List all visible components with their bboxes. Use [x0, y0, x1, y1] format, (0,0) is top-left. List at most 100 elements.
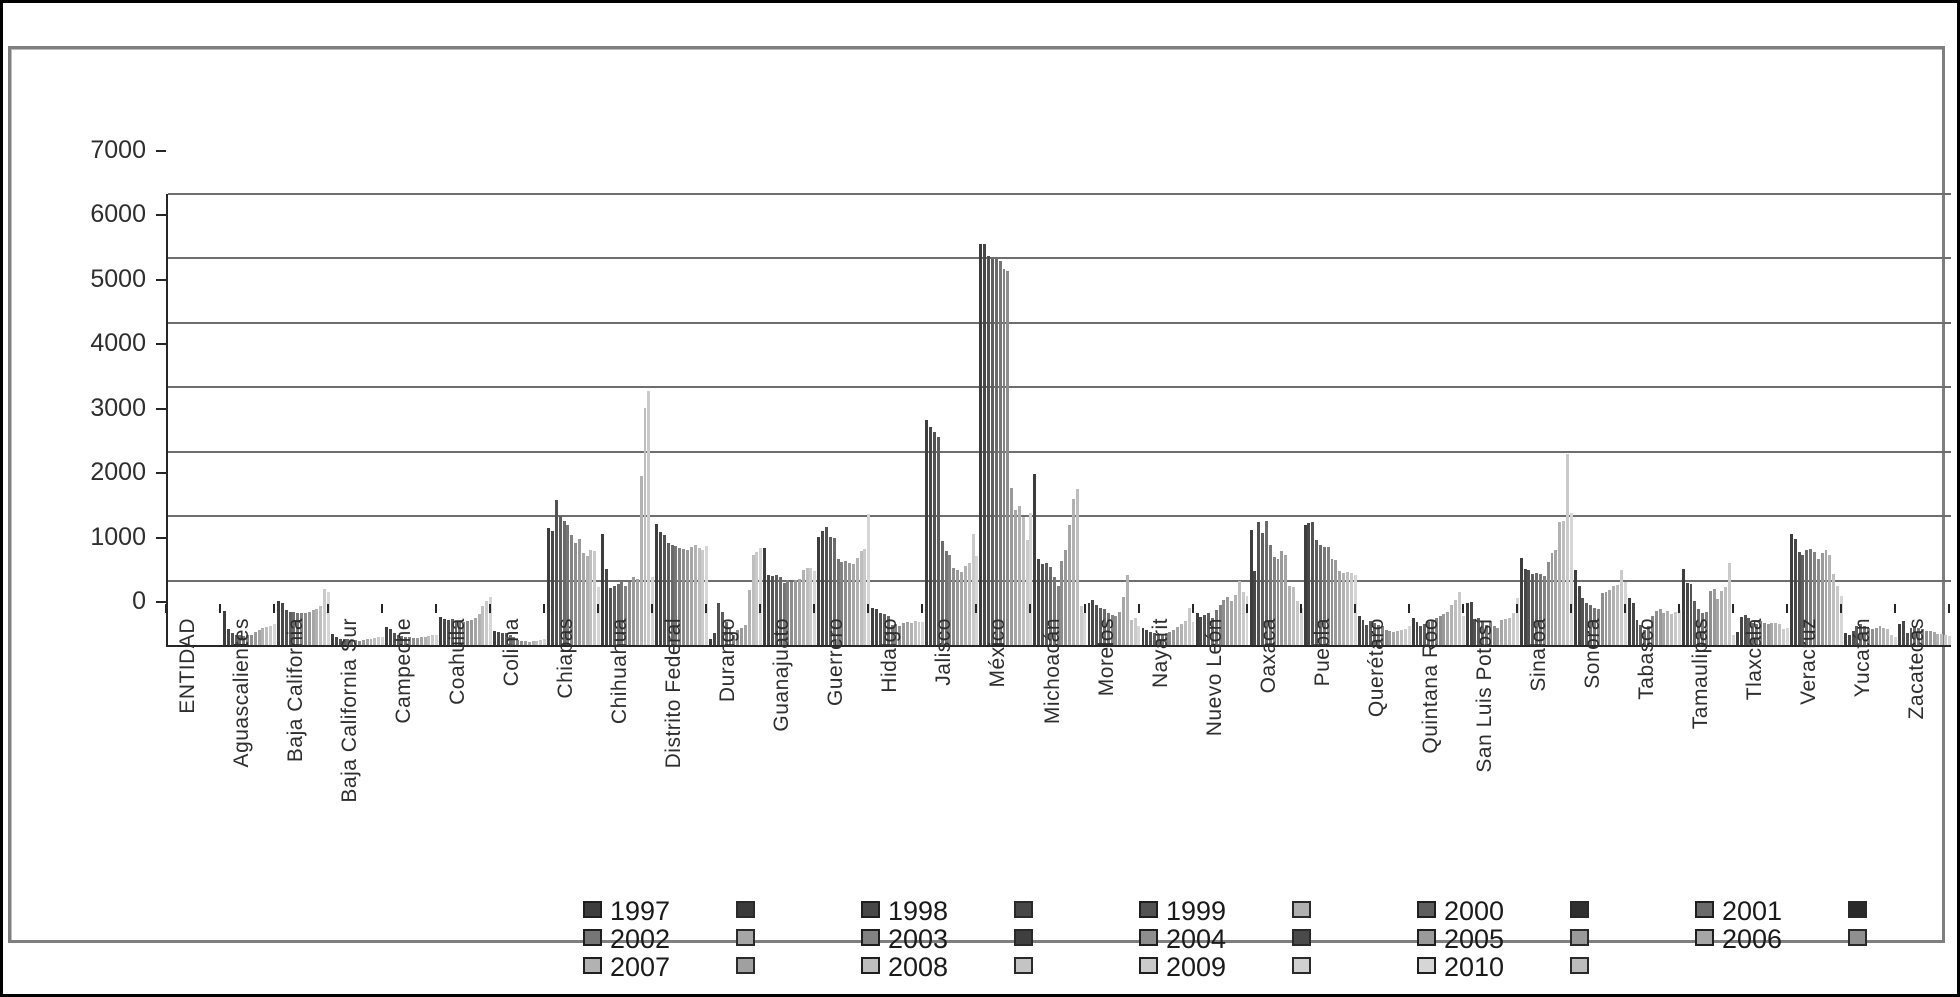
legend-label-2004: 2004 — [1166, 924, 1227, 954]
bar-2010 — [1515, 597, 1519, 645]
x-tick — [1245, 604, 1248, 613]
x-tick — [1785, 604, 1788, 613]
bar-2003 — [516, 639, 520, 645]
x-tick — [1299, 604, 1302, 613]
bar-2007 — [1125, 574, 1129, 645]
bar-2000 — [612, 585, 616, 645]
bar-1997 — [331, 634, 335, 645]
x-category-label: Hidalgo — [878, 618, 902, 693]
legend-swatch-1997 — [583, 901, 602, 918]
bar-1997 — [871, 608, 875, 645]
y-tick-label: 7000 — [90, 136, 146, 164]
x-category-label: Michoacán — [1040, 618, 1064, 725]
legend-swatch-2008 — [861, 957, 880, 974]
bar-2002 — [458, 621, 462, 645]
y-tick-label: 3000 — [90, 393, 146, 422]
bar-2004 — [574, 542, 578, 645]
bar-2009 — [1349, 572, 1353, 645]
bar-2002 — [242, 635, 246, 645]
bar-2001 — [1535, 572, 1539, 645]
legend-swatch-2005 — [1417, 929, 1436, 946]
bar-2000 — [234, 634, 238, 645]
x-tick — [1839, 604, 1842, 613]
bar-group-nuevo-le-n — [1195, 194, 1250, 645]
bar-2003 — [300, 613, 304, 645]
x-category-label: Oaxaca — [1256, 618, 1280, 694]
bar-1998 — [551, 531, 554, 645]
x-category-label: Chihuahua — [608, 618, 632, 725]
bar-2005 — [848, 562, 852, 645]
bar-2003 — [1218, 605, 1222, 645]
bar-2005 — [307, 611, 311, 645]
x-category-label: ENTIDAD — [176, 618, 199, 714]
bar-group-morelos — [1087, 194, 1142, 645]
bar-2004 — [628, 581, 632, 645]
bar-1997 — [817, 537, 821, 645]
x-tick — [1407, 604, 1410, 613]
bar-2005 — [686, 549, 689, 645]
bar-2005 — [631, 577, 635, 645]
bar-2006 — [1176, 626, 1180, 645]
bar-2007 — [801, 569, 805, 645]
bar-2001 — [1102, 608, 1106, 645]
bar-2006 — [1608, 589, 1612, 645]
bar-2005 — [577, 539, 581, 645]
bar-2003 — [948, 555, 952, 645]
bar-2006 — [257, 630, 261, 645]
bar-1997 — [1357, 615, 1361, 645]
y-tick — [156, 407, 166, 410]
bar-1997 — [1897, 624, 1901, 645]
x-tick — [705, 604, 708, 613]
bar-2000 — [774, 575, 778, 645]
x-category-label: Tamaulipas — [1688, 618, 1712, 730]
bar-1998 — [388, 628, 392, 645]
bar-2006 — [1662, 612, 1666, 645]
bar-2009 — [1565, 454, 1569, 645]
bar-2009 — [1025, 540, 1029, 645]
bar-2003 — [462, 621, 466, 645]
bar-2001 — [1805, 550, 1809, 645]
bar-2007 — [423, 636, 427, 645]
bar-2004 — [1708, 590, 1712, 645]
bar-2005 — [1496, 627, 1500, 645]
bar-2000 — [342, 639, 346, 645]
bar-2004 — [952, 567, 956, 645]
bar-2009 — [1890, 635, 1894, 645]
bar-2005 — [1658, 609, 1662, 645]
bar-2000 — [1639, 625, 1643, 645]
bar-2009 — [1241, 592, 1245, 645]
bar-1998 — [1469, 602, 1473, 645]
x-category-label: Yucatán — [1850, 618, 1874, 698]
bar-2008 — [265, 626, 269, 645]
bar-2003 — [732, 635, 736, 645]
bar-1999 — [1365, 624, 1369, 645]
bar-2008 — [373, 637, 377, 645]
bar-2007 — [1071, 499, 1075, 645]
legend-extra-swatch — [1292, 901, 1311, 918]
bar-2010 — [1839, 596, 1843, 645]
bar-2006 — [905, 621, 909, 645]
bar-2001 — [1751, 622, 1755, 645]
bar-1998 — [659, 531, 663, 645]
bar-2007 — [1504, 618, 1508, 645]
bar-group-san-luis-potos- — [1465, 194, 1520, 645]
chart-frame: 0 1000 2000 3000 4000 5000 6000 7000 1997 1998 19… — [8, 46, 1951, 981]
bar-2000 — [1045, 562, 1048, 645]
bar-2006 — [851, 563, 855, 645]
bar-2001 — [508, 634, 512, 645]
bar-2000 — [882, 614, 886, 645]
bar-2003 — [1272, 556, 1276, 645]
bar-2005 — [361, 639, 365, 645]
bar-1998 — [334, 637, 338, 645]
bar-2004 — [1114, 616, 1118, 645]
bar-2002 — [1647, 626, 1650, 645]
bar-1998 — [605, 568, 609, 645]
bar-2010 — [1893, 636, 1897, 645]
x-category-label: Aguascalientes — [230, 618, 254, 768]
bar-1997 — [1087, 603, 1091, 645]
bar-2007 — [1450, 604, 1454, 645]
bar-2005 — [1874, 627, 1878, 645]
bar-2001 — [1210, 618, 1214, 645]
bar-2008 — [1940, 634, 1944, 645]
x-category-label: Sonora — [1580, 618, 1604, 689]
